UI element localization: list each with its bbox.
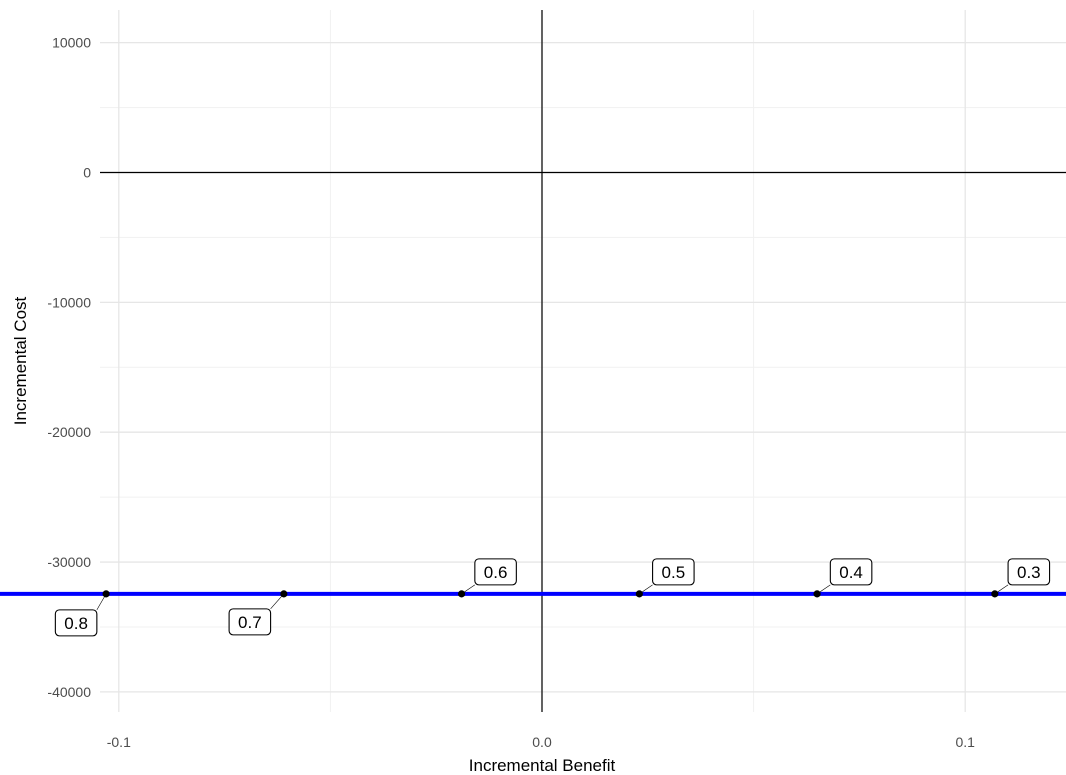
y-tick-label: -20000 [47, 424, 91, 440]
point-label-box [228, 608, 272, 636]
x-tick-label: 0.1 [955, 734, 975, 750]
point-label: 0.3 [1017, 563, 1041, 582]
point-label: 0.8 [64, 614, 88, 633]
data-point [280, 590, 288, 598]
x-axis-title: Incremental Benefit [469, 756, 616, 775]
data-point [813, 590, 821, 598]
data-point [991, 590, 999, 598]
y-tick-label: -40000 [47, 684, 91, 700]
point-label: 0.7 [238, 613, 262, 632]
x-tick-label: 0.0 [532, 734, 552, 750]
y-tick-label: 10000 [52, 35, 91, 51]
data-point [635, 590, 643, 598]
y-tick-label: 0 [83, 165, 91, 181]
point-label: 0.6 [484, 563, 508, 582]
point-label-box [652, 558, 695, 586]
point-label: 0.4 [839, 563, 863, 582]
point-label-box [829, 558, 873, 586]
point-label-box [474, 558, 517, 586]
x-tick-label: -0.1 [107, 734, 131, 750]
series: 10.90.80.70.60.50.40.30.20.10 [0, 558, 1066, 637]
point-label-box [54, 609, 98, 637]
point-label-box [1007, 558, 1051, 586]
tick-labels: -0.2-0.10.00.10.2100000-10000-20000-3000… [47, 35, 975, 750]
y-tick-label: -10000 [47, 294, 91, 310]
data-point [102, 590, 110, 598]
point-label: 0.5 [662, 563, 686, 582]
y-tick-label: -30000 [47, 554, 91, 570]
y-axis-title: Incremental Cost [11, 296, 30, 425]
data-point [457, 590, 466, 598]
